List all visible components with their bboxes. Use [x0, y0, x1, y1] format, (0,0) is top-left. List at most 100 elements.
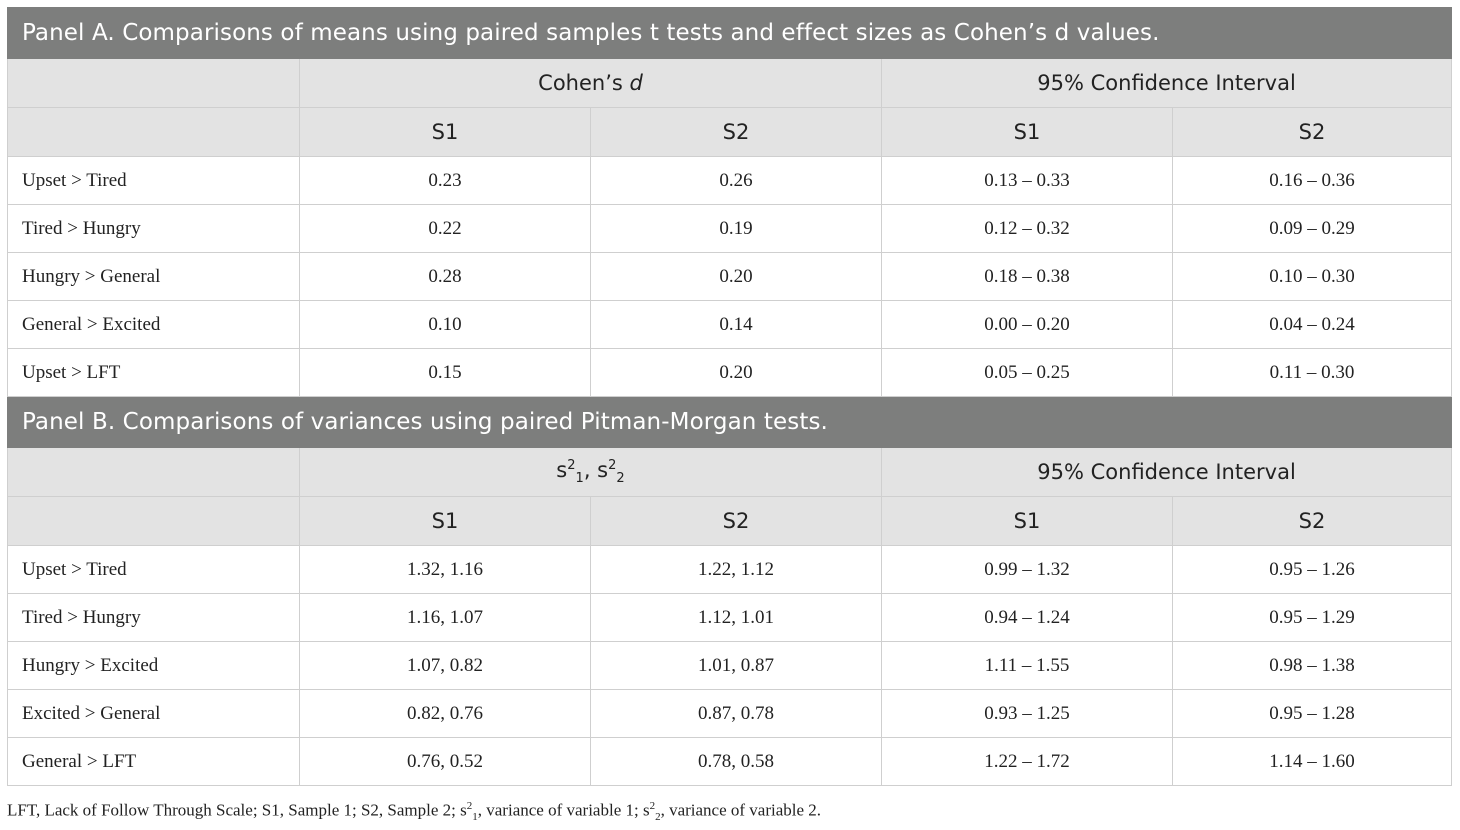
row-label: Hungry > Excited — [7, 641, 300, 690]
table-cell: 0.16 – 0.36 — [1171, 156, 1453, 205]
footnote-sup-1: 2 — [466, 800, 473, 812]
table-row: Upset > Tired 1.32, 1.16 1.22, 1.12 0.99… — [7, 545, 1453, 594]
table-cell: 1.16, 1.07 — [299, 593, 591, 642]
table-row: Hungry > Excited 1.07, 0.82 1.01, 0.87 1… — [7, 641, 1453, 690]
panel-b-empty-header — [7, 447, 300, 497]
table-cell: 0.95 – 1.26 — [1171, 545, 1453, 594]
row-label: General > LFT — [7, 737, 300, 786]
table-cell: 0.93 – 1.25 — [881, 689, 1173, 738]
panel-b-variance-header: s21, s22 — [299, 447, 882, 497]
table-cell: 0.18 – 0.38 — [881, 252, 1173, 301]
panel-a-group-header-row: Cohen’s d 95% Confidence Interval — [7, 58, 1453, 108]
table-cell: 0.22 — [299, 204, 591, 253]
table-cell: 0.95 – 1.28 — [1171, 689, 1453, 738]
variance-sup-2: 2 — [608, 457, 617, 473]
panel-b-subheader: S1 — [299, 496, 591, 546]
row-label: Excited > General — [7, 689, 300, 738]
panel-a-subheader: S1 — [881, 107, 1173, 157]
variance-sup-1: 2 — [567, 457, 576, 473]
table-row: Upset > LFT 0.15 0.20 0.05 – 0.25 0.11 –… — [7, 348, 1453, 397]
table-footnote: LFT, Lack of Follow Through Scale; S1, S… — [7, 800, 821, 823]
panel-a-subheader: S1 — [299, 107, 591, 157]
table-row: Upset > Tired 0.23 0.26 0.13 – 0.33 0.16… — [7, 156, 1453, 205]
table-row: General > Excited 0.10 0.14 0.00 – 0.20 … — [7, 300, 1453, 349]
table-cell: 0.99 – 1.32 — [881, 545, 1173, 594]
table-cell: 0.09 – 0.29 — [1171, 204, 1453, 253]
row-label: Tired > Hungry — [7, 593, 300, 642]
footnote-sub-1: 1 — [472, 811, 478, 824]
results-table: Panel A. Comparisons of means using pair… — [6, 7, 1453, 786]
table-cell: 1.12, 1.01 — [590, 593, 882, 642]
table-cell: 0.10 – 0.30 — [1171, 252, 1453, 301]
footnote-sup-2: 2 — [649, 800, 656, 812]
table-cell: 0.05 – 0.25 — [881, 348, 1173, 397]
panel-b-group-header-row: s21, s22 95% Confidence Interval — [7, 447, 1453, 497]
table-cell: 0.20 — [590, 252, 882, 301]
variance-s-1: s — [556, 457, 568, 482]
panel-a-empty-header — [7, 58, 300, 108]
panel-a-empty-subheader — [7, 107, 300, 157]
cohens-label: Cohen’s — [538, 71, 630, 95]
panel-a-subheader: S2 — [590, 107, 882, 157]
table-cell: 0.15 — [299, 348, 591, 397]
table-cell: 0.19 — [590, 204, 882, 253]
panel-a-cohens-d-header: Cohen’s d — [299, 58, 882, 108]
table-cell: 0.10 — [299, 300, 591, 349]
footnote-sub-2: 2 — [655, 811, 661, 824]
table-cell: 0.82, 0.76 — [299, 689, 591, 738]
table-row: General > LFT 0.76, 0.52 0.78, 0.58 1.22… — [7, 737, 1453, 786]
table-cell: 0.04 – 0.24 — [1171, 300, 1453, 349]
table-row: Tired > Hungry 0.22 0.19 0.12 – 0.32 0.0… — [7, 204, 1453, 253]
panel-b-subheader: S2 — [1171, 496, 1453, 546]
table-cell: 0.98 – 1.38 — [1171, 641, 1453, 690]
table-cell: 0.11 – 0.30 — [1171, 348, 1453, 397]
panel-a-subheader: S2 — [1171, 107, 1453, 157]
table-cell: 0.12 – 0.32 — [881, 204, 1173, 253]
variance-sub-2: 2 — [616, 471, 625, 487]
table-cell: 1.07, 0.82 — [299, 641, 591, 690]
row-label: Tired > Hungry — [7, 204, 300, 253]
panel-b-ci-header: 95% Confidence Interval — [880, 447, 1453, 497]
table-cell: 1.32, 1.16 — [299, 545, 591, 594]
variance-separator: , — [583, 457, 598, 482]
table-cell: 0.76, 0.52 — [299, 737, 591, 786]
panel-b-title: Panel B. Comparisons of variances using … — [6, 396, 1453, 448]
panel-b-sample-header-row: S1 S2 S1 S2 — [7, 496, 1453, 546]
panel-a-sample-header-row: S1 S2 S1 S2 — [7, 107, 1453, 157]
table-cell: 0.28 — [299, 252, 591, 301]
table-cell: 0.78, 0.58 — [590, 737, 882, 786]
variance-s-2: s — [597, 457, 609, 482]
row-label: Hungry > General — [7, 252, 300, 301]
table-cell: 1.11 – 1.55 — [881, 641, 1173, 690]
table-cell: 0.13 – 0.33 — [881, 156, 1173, 205]
table-cell: 0.00 – 0.20 — [881, 300, 1173, 349]
panel-b-header-row: Panel B. Comparisons of variances using … — [6, 396, 1453, 448]
table-cell: 1.14 – 1.60 — [1171, 737, 1453, 786]
row-label: General > Excited — [7, 300, 300, 349]
panel-a-title: Panel A. Comparisons of means using pair… — [6, 7, 1453, 59]
table-cell: 0.94 – 1.24 — [881, 593, 1173, 642]
table-cell: 1.22 – 1.72 — [881, 737, 1173, 786]
panel-a-header-row: Panel A. Comparisons of means using pair… — [6, 7, 1453, 59]
row-label: Upset > LFT — [7, 348, 300, 397]
table-row: Tired > Hungry 1.16, 1.07 1.12, 1.01 0.9… — [7, 593, 1453, 642]
results-table-container: Panel A. Comparisons of means using pair… — [6, 7, 1453, 786]
panel-b-empty-subheader — [7, 496, 300, 546]
footnote-text-3: , variance of variable 2. — [660, 800, 822, 820]
panel-b-subheader: S2 — [590, 496, 882, 546]
table-cell: 0.14 — [590, 300, 882, 349]
table-cell: 0.26 — [590, 156, 882, 205]
footnote-text-2: , variance of variable 1; s — [477, 800, 650, 820]
table-cell: 0.95 – 1.29 — [1171, 593, 1453, 642]
footnote-text-1: LFT, Lack of Follow Through Scale; S1, S… — [7, 800, 467, 820]
cohens-d-symbol: d — [629, 71, 643, 95]
table-cell: 0.23 — [299, 156, 591, 205]
table-cell: 1.01, 0.87 — [590, 641, 882, 690]
row-label: Upset > Tired — [7, 156, 300, 205]
table-row: Excited > General 0.82, 0.76 0.87, 0.78 … — [7, 689, 1453, 738]
table-cell: 1.22, 1.12 — [590, 545, 882, 594]
panel-a-ci-header: 95% Confidence Interval — [880, 58, 1453, 108]
table-cell: 0.20 — [590, 348, 882, 397]
table-cell: 0.87, 0.78 — [590, 689, 882, 738]
table-row: Hungry > General 0.28 0.20 0.18 – 0.38 0… — [7, 252, 1453, 301]
